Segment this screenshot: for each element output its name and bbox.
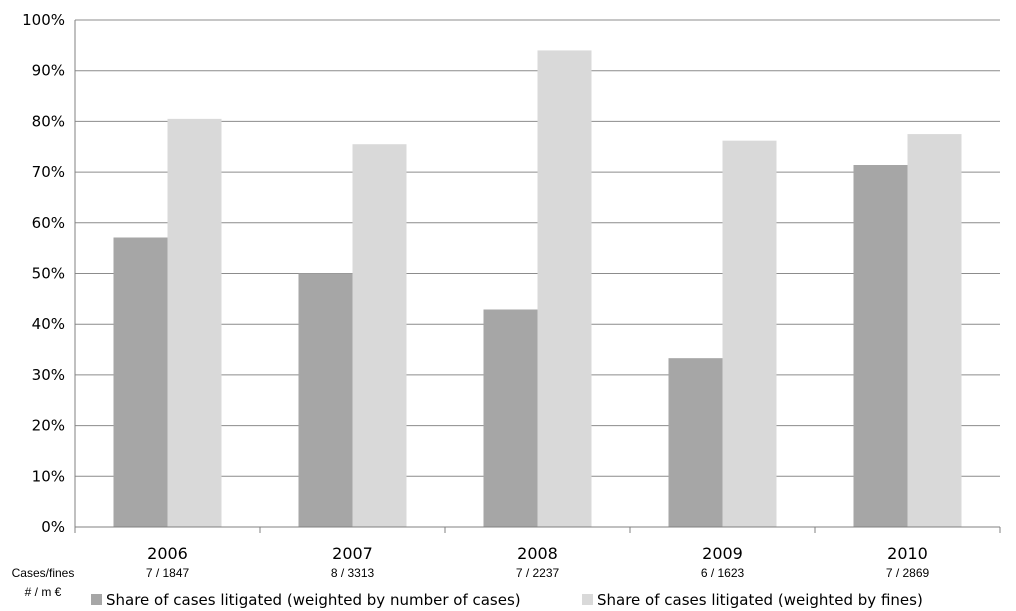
x-category-sublabel: 7 / 2237 xyxy=(516,566,560,580)
y-tick-label: 0% xyxy=(41,518,65,536)
x-category-sublabel: 7 / 2869 xyxy=(886,566,930,580)
bar-series-2 xyxy=(537,50,592,528)
x-category-label: 2007 xyxy=(332,544,373,563)
y-tick-label: 60% xyxy=(32,214,65,232)
bar-series-2 xyxy=(352,144,407,527)
bar-series-1 xyxy=(483,309,538,527)
y-axis-tick-labels: 0% 10% 20% 30% 40% 50% 60% 70% 80% 90% 100% xyxy=(22,11,65,536)
y-tick-label: 20% xyxy=(32,417,65,435)
y-tick-label: 10% xyxy=(32,467,65,485)
legend-swatch-series-2 xyxy=(582,594,593,605)
y-tick-label: 90% xyxy=(32,62,65,80)
x-category-label: 2010 xyxy=(887,544,928,563)
row-label-line-2: # / m € xyxy=(25,585,62,599)
y-tick-label: 100% xyxy=(22,11,65,29)
bar-series-2 xyxy=(907,134,962,527)
x-category-sublabel: 6 / 1623 xyxy=(701,566,745,580)
x-axis-category-labels: 2006 7 / 1847 2007 8 / 3313 2008 7 / 2237 2009… xyxy=(146,544,930,580)
bar-series-1 xyxy=(853,165,908,527)
bar-series-2 xyxy=(167,118,222,528)
legend-label-series-2: Share of cases litigated (weighted by fi… xyxy=(597,591,923,609)
y-tick-label: 40% xyxy=(32,315,65,333)
y-tick-label: 30% xyxy=(32,366,65,384)
legend: Share of cases litigated (weighted by nu… xyxy=(91,591,923,609)
legend-swatch-series-1 xyxy=(91,594,102,605)
x-category-sublabel: 7 / 1847 xyxy=(146,566,190,580)
x-axis-tick-marks xyxy=(74,527,1001,533)
bars xyxy=(113,50,962,528)
x-category-label: 2006 xyxy=(147,544,188,563)
y-tick-label: 70% xyxy=(32,163,65,181)
x-category-sublabel: 8 / 3313 xyxy=(331,566,375,580)
y-tick-label: 50% xyxy=(32,265,65,283)
bar-series-1 xyxy=(668,358,723,527)
row-label-line-1: Cases/fines xyxy=(12,566,75,580)
y-tick-label: 80% xyxy=(32,112,65,130)
bar-series-1 xyxy=(298,273,353,527)
legend-label-series-1: Share of cases litigated (weighted by nu… xyxy=(106,591,521,609)
bar-series-1 xyxy=(113,237,168,528)
bar-series-2 xyxy=(722,140,777,527)
x-category-label: 2008 xyxy=(517,544,558,563)
x-category-label: 2009 xyxy=(702,544,743,563)
